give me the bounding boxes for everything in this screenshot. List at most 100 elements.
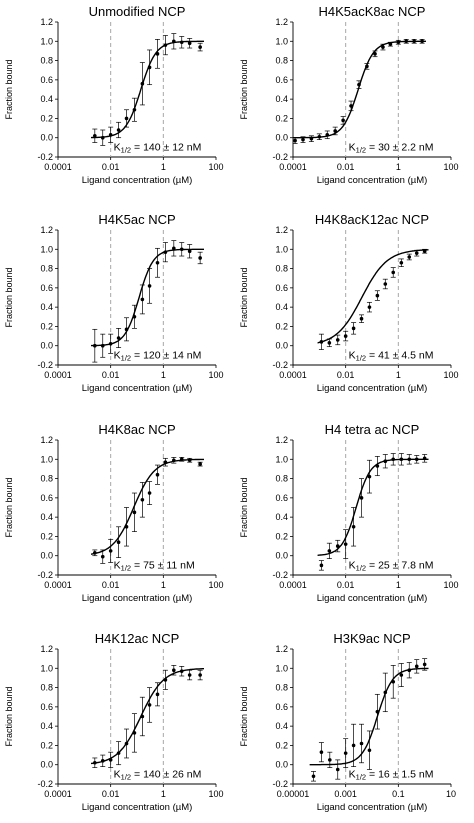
y-tick-label: 0.8 <box>40 683 53 693</box>
y-tick-label: 1.2 <box>275 435 288 445</box>
k-half-annotation: K1/2 = 41 ± 4.5 nM <box>349 349 434 362</box>
data-point <box>407 668 412 673</box>
k-half-subscript: 1/2 <box>121 353 131 362</box>
y-tick-label: -0.2 <box>37 779 53 789</box>
data-point <box>163 43 168 47</box>
data-point <box>132 314 137 319</box>
data-point <box>311 774 316 779</box>
data-point <box>132 107 137 112</box>
x-tick-label: 0.0001 <box>44 162 72 172</box>
data-point <box>116 128 121 132</box>
data-point <box>147 284 152 288</box>
y-tick-label: 0.2 <box>275 531 288 541</box>
data-point <box>359 316 364 321</box>
x-axis-label: Ligand concentration (µM) <box>317 802 428 813</box>
y-tick-label: 0.8 <box>275 683 288 693</box>
x-tick-label: 0.01 <box>102 370 120 380</box>
k-half-subscript: 1/2 <box>356 145 366 154</box>
fit-curve <box>90 458 204 555</box>
y-tick-label: 1.0 <box>40 244 53 254</box>
data-point <box>325 133 330 137</box>
data-point <box>172 668 176 673</box>
data-point <box>179 40 184 45</box>
data-point <box>293 138 297 143</box>
k-half-value: = 16 ± 1.5 nM <box>366 768 433 780</box>
k-half-symbol: K <box>349 349 356 361</box>
x-axis-label: Ligand concentration (µM) <box>82 802 193 813</box>
y-axis-label: Fraction bound <box>4 686 14 746</box>
fit-curve <box>317 249 429 344</box>
y-axis-label: Fraction bound <box>4 267 14 327</box>
chart-panel-6: H4 tetra ac NCP Fraction bound -0.2 0.0 0.2 0… <box>239 422 459 604</box>
data-point <box>317 134 322 139</box>
y-tick-label: 0.8 <box>40 474 53 484</box>
x-tick-label: 0.01 <box>102 162 120 172</box>
data-point <box>383 282 388 286</box>
k-half-annotation: K1/2 = 120 ± 14 nM <box>114 349 202 362</box>
y-tick-label: 0.6 <box>40 493 53 503</box>
data-point <box>319 340 324 344</box>
x-tick-label: 0.0001 <box>44 370 72 380</box>
data-point <box>375 709 380 714</box>
data-point <box>396 40 401 45</box>
data-point <box>333 129 337 133</box>
chart-title: H4K5ac NCP <box>98 212 175 227</box>
y-tick-label: 0.6 <box>275 283 288 293</box>
y-tick-label: -0.2 <box>272 570 288 580</box>
y-tick-label: 0.4 <box>275 721 288 731</box>
chart-title: H4K8acK12ac NCP <box>315 212 429 227</box>
x-tick-label: 100 <box>208 580 223 590</box>
x-tick-label: 1 <box>161 370 166 380</box>
data-point <box>172 246 176 251</box>
data-point <box>187 41 192 46</box>
data-point <box>422 249 427 254</box>
y-tick-label: 0.8 <box>40 56 53 66</box>
x-tick-label: 0.01 <box>337 580 355 590</box>
k-half-symbol: K <box>114 349 121 361</box>
data-point <box>414 251 419 255</box>
x-tick-label: 0.0001 <box>44 580 72 590</box>
chart-title: Unmodified NCP <box>89 4 186 19</box>
data-point <box>391 679 396 684</box>
y-tick-label: 0.0 <box>275 760 288 770</box>
y-tick-label: 0.8 <box>275 264 288 274</box>
y-tick-label: 0.4 <box>40 721 53 731</box>
data-point <box>327 341 332 345</box>
y-tick-label: 0.4 <box>40 94 53 104</box>
data-point <box>351 743 356 748</box>
data-point <box>351 326 356 331</box>
x-tick-label: 100 <box>208 370 223 380</box>
data-point <box>341 118 345 123</box>
data-point <box>335 767 340 772</box>
y-tick-label: 1.0 <box>275 663 288 673</box>
y-tick-label: 1.2 <box>40 225 53 235</box>
k-half-subscript: 1/2 <box>356 772 366 781</box>
x-tick-label: 10 <box>446 789 456 799</box>
chart-panel-1: Unmodified NCP Fraction bound -0.2 0.0 0.2 0.… <box>4 4 224 186</box>
chart-panel-2: H4K5acK8ac NCP Fraction bound -0.2 0.0 0.2 0.… <box>239 4 459 186</box>
x-axis-label: Ligand concentration (µM) <box>82 593 193 604</box>
y-axis-label: Fraction bound <box>4 477 14 537</box>
data-point <box>124 116 129 121</box>
data-point <box>301 137 305 142</box>
data-point <box>399 673 404 677</box>
data-point <box>147 65 152 70</box>
k-half-subscript: 1/2 <box>121 563 131 572</box>
data-point <box>140 497 145 502</box>
y-tick-label: -0.2 <box>37 570 53 580</box>
fit-curve <box>90 40 204 139</box>
data-point <box>100 554 105 559</box>
y-tick-label: 1.2 <box>40 644 53 654</box>
k-half-symbol: K <box>349 559 356 571</box>
chart-title: H4 tetra ac NCP <box>325 422 420 437</box>
data-point <box>179 247 184 252</box>
data-point <box>187 249 192 254</box>
data-point <box>198 673 202 677</box>
y-tick-label: 1.2 <box>40 435 53 445</box>
data-point <box>319 563 324 568</box>
data-point <box>383 690 388 695</box>
data-point <box>198 256 202 260</box>
data-point <box>108 133 113 137</box>
data-point <box>198 462 202 466</box>
y-tick-label: 1.0 <box>40 454 53 464</box>
